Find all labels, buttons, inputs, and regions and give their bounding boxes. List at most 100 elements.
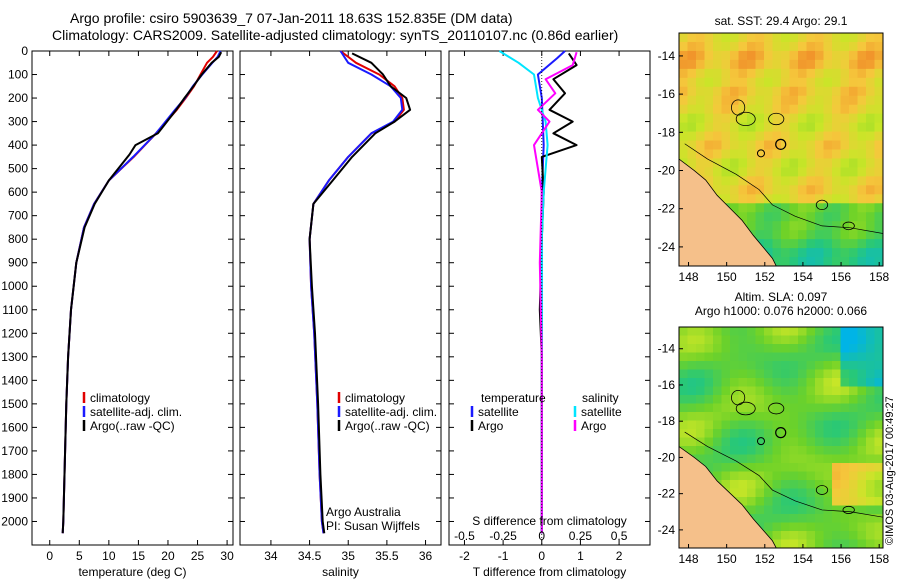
map-cell <box>823 113 833 124</box>
x-tick-label: 158 <box>869 270 889 284</box>
map-cell <box>789 68 799 79</box>
x-axis-label: salinity <box>322 565 359 579</box>
map-title: sat. SST: 29.4 Argo: 29.1 <box>715 14 848 28</box>
map-cell <box>874 68 883 79</box>
map-cell <box>781 497 791 507</box>
map-cell <box>764 446 774 456</box>
map-cell <box>738 212 748 222</box>
map-cell <box>704 429 714 439</box>
map-cell <box>687 77 697 88</box>
map-cell <box>874 539 883 548</box>
map-cell <box>806 412 816 422</box>
map-cell <box>704 167 714 177</box>
map-cell <box>772 167 782 177</box>
map-cell <box>857 531 867 541</box>
map-cell <box>857 395 867 405</box>
map-cell <box>764 50 774 61</box>
map-cell <box>730 344 740 354</box>
legend-label: satellite <box>581 405 622 419</box>
map-cell <box>772 446 782 456</box>
map-cell <box>687 386 697 396</box>
map-cell <box>823 149 833 160</box>
map-cell <box>866 344 876 354</box>
map-cell <box>857 446 867 456</box>
map-cell <box>738 488 748 498</box>
map-cell <box>798 446 808 456</box>
map-cell <box>781 50 791 61</box>
map-cell <box>832 230 842 240</box>
plot-frame <box>239 50 442 546</box>
map-cell <box>687 344 697 354</box>
map-cell <box>806 158 816 169</box>
map-cell <box>798 68 808 79</box>
map-cell <box>857 158 867 169</box>
map-cell <box>866 167 876 177</box>
map-cell <box>857 335 867 345</box>
y-tick-label: 1100 <box>2 303 28 317</box>
map-cell <box>730 420 740 430</box>
map-cell <box>815 77 825 88</box>
map-cell <box>840 454 850 464</box>
map-title-line2: Argo h1000: 0.076 h2000: 0.066 <box>695 304 867 318</box>
map-cell <box>832 176 842 186</box>
map-cell <box>679 77 689 88</box>
map-cell <box>840 122 850 133</box>
y-tick-label: 300 <box>8 115 28 129</box>
map-cell <box>866 257 876 266</box>
map-cell <box>764 59 774 70</box>
map-cell <box>798 140 808 151</box>
map-cell <box>832 50 842 61</box>
map-cell <box>832 68 842 79</box>
map-cell <box>721 122 731 133</box>
map-cell <box>823 77 833 88</box>
map-cell <box>764 463 774 473</box>
map-frame <box>678 32 884 267</box>
map-cell <box>747 344 757 354</box>
map-cell <box>679 33 689 43</box>
map-cell <box>696 446 706 456</box>
x-tick-label: -1 <box>498 549 509 563</box>
map-cell <box>866 488 876 498</box>
map-cell <box>823 140 833 151</box>
map-cell <box>866 531 876 541</box>
map-cell <box>755 230 765 240</box>
map-cell <box>798 176 808 186</box>
map-cell <box>704 420 714 430</box>
map-cell <box>840 131 850 142</box>
x-tick-label: 1 <box>577 549 584 563</box>
map-cell <box>713 140 723 151</box>
map-cell <box>764 369 774 379</box>
map-cell <box>857 122 867 133</box>
map-cell <box>815 361 825 371</box>
map-cell <box>772 230 782 240</box>
map-cell <box>815 221 825 231</box>
map-cell <box>789 429 799 439</box>
map-cell <box>832 185 842 195</box>
map-cell <box>806 50 816 61</box>
map-cell <box>789 59 799 70</box>
map-cell <box>806 514 816 524</box>
map-cell <box>857 369 867 379</box>
map-cell <box>687 437 697 447</box>
map-cell <box>738 95 748 106</box>
map-cell <box>772 59 782 70</box>
map-cell <box>823 446 833 456</box>
map-cell <box>823 386 833 396</box>
map-cell <box>738 77 748 88</box>
map-cell <box>730 185 740 195</box>
map-cell <box>840 471 850 481</box>
map-cell <box>789 149 799 160</box>
map-cell <box>815 149 825 160</box>
map-cell <box>823 59 833 70</box>
map-cell <box>687 446 697 456</box>
map-cell <box>738 386 748 396</box>
map-cell <box>789 480 799 490</box>
y-tick-label: -24 <box>658 240 676 254</box>
map-cell <box>764 95 774 106</box>
map-cell <box>747 113 757 124</box>
map-cell <box>815 539 825 548</box>
map-cell <box>772 149 782 160</box>
map-cell <box>764 230 774 240</box>
map-cell <box>704 86 714 97</box>
map-cell <box>704 68 714 79</box>
